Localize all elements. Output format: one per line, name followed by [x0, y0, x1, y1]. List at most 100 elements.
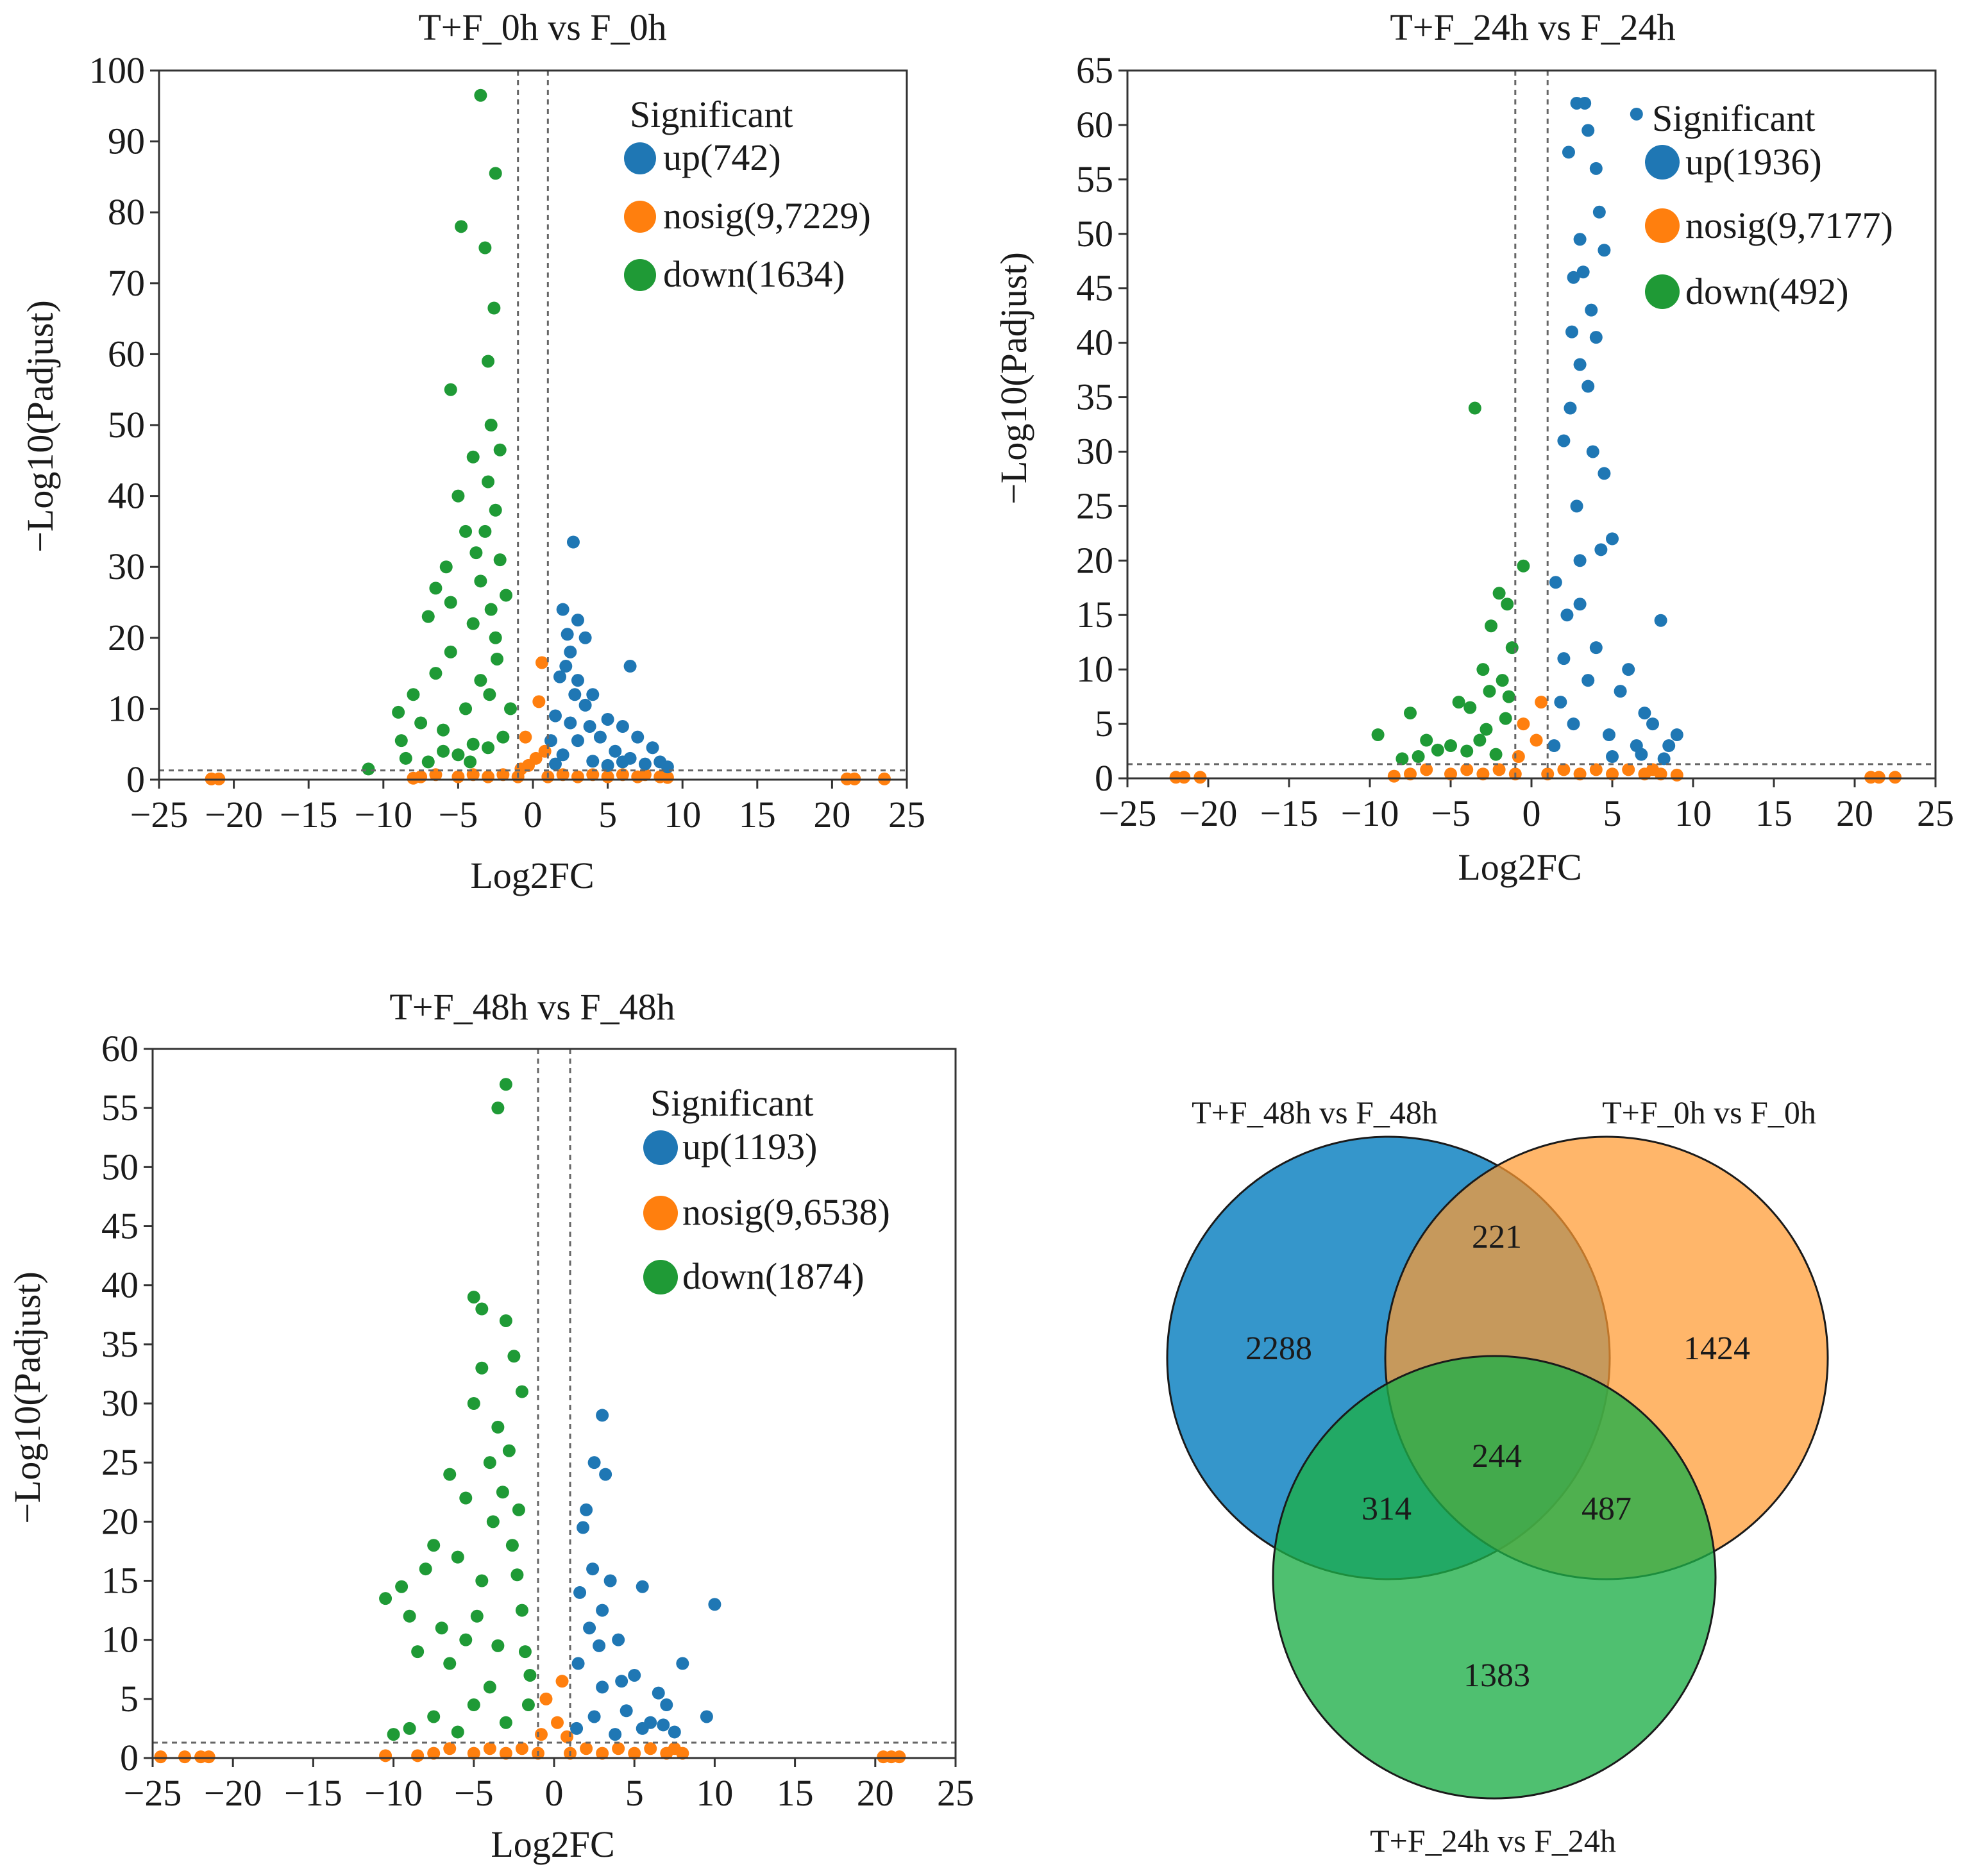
point-up	[1567, 717, 1580, 731]
point-up	[1638, 707, 1651, 720]
point-nosig	[586, 768, 600, 782]
point-nosig	[1444, 767, 1457, 781]
point-up	[1573, 358, 1587, 371]
x-tick-labels: −25 −20 −15 −10 −5 0 5 10 15 20 25	[1099, 778, 1954, 834]
y-tick-label: 20	[101, 1500, 139, 1542]
legend-label-down: down(1634)	[663, 253, 845, 295]
point-up	[1614, 685, 1627, 698]
point-up	[583, 1621, 596, 1635]
point-down	[427, 1539, 441, 1552]
point-nosig	[616, 768, 629, 782]
point-down	[466, 737, 480, 751]
point-down	[1431, 743, 1444, 757]
point-down	[499, 1078, 512, 1091]
point-up	[1598, 467, 1611, 480]
point-nosig	[451, 770, 465, 783]
point-up	[1557, 434, 1571, 448]
point-down	[502, 1444, 516, 1457]
point-down	[1496, 674, 1509, 687]
y-tick-label: 40	[101, 1264, 139, 1306]
legend-title: Significant	[1652, 97, 1816, 139]
point-up	[1594, 543, 1608, 557]
point-nosig	[580, 1742, 593, 1755]
point-nosig	[499, 1746, 512, 1760]
point-up	[1570, 499, 1583, 513]
x-tick-label: 20	[857, 1772, 894, 1814]
legend-swatch-down	[643, 1260, 678, 1294]
point-down	[512, 1503, 525, 1516]
point-nosig	[1872, 771, 1885, 784]
legend-label-down: down(1874)	[682, 1255, 864, 1297]
x-tick-label: −20	[1179, 792, 1238, 834]
y-tick-label: 45	[101, 1205, 139, 1247]
point-nosig	[661, 771, 674, 784]
x-tick-label: −20	[204, 1772, 262, 1814]
point-up	[1670, 728, 1683, 742]
point-up	[676, 1657, 689, 1670]
point-up	[1589, 162, 1603, 175]
point-nosig	[628, 1746, 641, 1760]
point-down	[427, 1710, 441, 1723]
point-nosig	[668, 1742, 681, 1755]
y-tick-label: 80	[108, 191, 145, 233]
venn-set-label-0h: T+F_0h vs F_0h	[1602, 1094, 1816, 1130]
point-up	[553, 670, 566, 683]
point-up	[616, 720, 629, 733]
point-nosig	[1670, 768, 1683, 782]
point-down	[486, 1515, 500, 1528]
point-nosig	[154, 1750, 167, 1764]
x-tick-label: 20	[1836, 792, 1873, 834]
point-nosig	[1889, 771, 1902, 784]
point-up	[646, 741, 659, 755]
point-up	[1573, 598, 1587, 611]
y-tick-label: 30	[101, 1382, 139, 1424]
venn-count-0h-24h: 487	[1581, 1491, 1632, 1527]
y-tick-label: 15	[1076, 594, 1113, 635]
x-tick-label: 0	[1522, 792, 1541, 834]
point-up	[1581, 380, 1595, 393]
x-tick-label: −25	[130, 794, 189, 835]
point-down	[1452, 696, 1465, 709]
point-nosig	[407, 771, 420, 785]
point-nosig	[644, 1742, 657, 1755]
y-tick-label: 45	[1076, 267, 1113, 309]
point-down	[504, 702, 518, 716]
point-nosig	[515, 1742, 528, 1755]
point-down	[475, 1302, 489, 1316]
point-down	[443, 1468, 457, 1481]
point-down	[500, 589, 513, 602]
plot-frame	[151, 1048, 957, 1759]
point-nosig	[556, 768, 569, 782]
plot-frame	[158, 69, 908, 781]
point-up	[1606, 532, 1619, 546]
point-up	[1598, 244, 1611, 257]
x-tick-label: 0	[524, 794, 543, 835]
point-down	[482, 355, 495, 368]
point-nosig	[443, 1742, 457, 1755]
x-tick-label: 25	[937, 1772, 974, 1814]
point-down	[493, 553, 507, 567]
x-tick-labels: −25 −20 −15 −10 −5 0 5 10 15 20 25	[130, 780, 925, 835]
point-up	[708, 1598, 721, 1611]
point-down	[1485, 619, 1497, 633]
point-down	[1489, 748, 1503, 761]
point-down	[407, 688, 420, 701]
point-up	[612, 1633, 625, 1646]
y-tick-label: 5	[120, 1678, 139, 1720]
point-up	[1592, 205, 1606, 219]
point-up	[1606, 750, 1619, 764]
point-nosig	[1530, 733, 1543, 747]
y-tick-label: 50	[108, 404, 145, 446]
legend-label-nosig: nosig(9,6538)	[682, 1191, 890, 1233]
legend-swatch-up	[1645, 145, 1680, 180]
point-up	[573, 1586, 587, 1599]
point-down	[496, 730, 510, 744]
point-nosig	[1535, 696, 1548, 709]
point-down	[523, 1668, 537, 1682]
legend-entry-nosig: nosig(9,7177)	[1645, 205, 1893, 246]
legend-entry-down: down(492)	[1645, 271, 1849, 312]
point-nosig	[1589, 763, 1603, 776]
point-down	[515, 1385, 528, 1398]
point-down	[489, 167, 502, 180]
y-tick-label: 90	[108, 121, 145, 162]
